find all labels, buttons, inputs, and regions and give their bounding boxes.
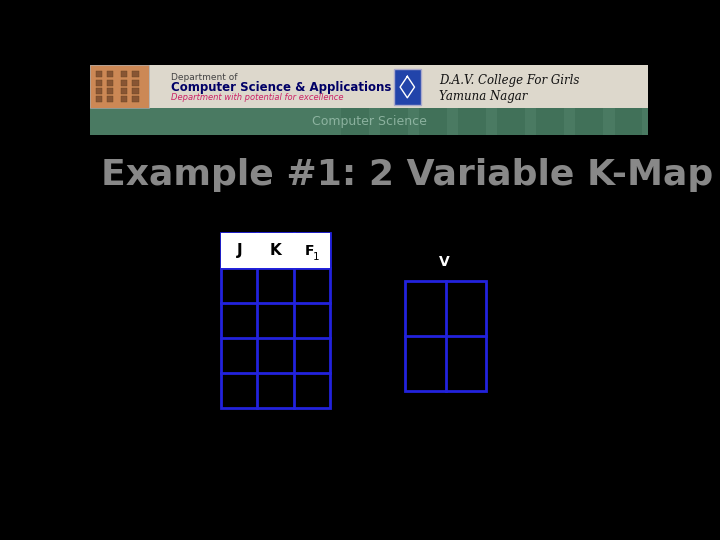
Bar (90, 65, 648, 109)
Bar (394, 69, 420, 105)
Bar (459, 109, 486, 136)
Text: 1: 1 (313, 252, 320, 262)
Bar (96, 97, 102, 102)
Bar (380, 109, 408, 136)
Bar (96, 88, 102, 94)
Bar (107, 80, 114, 85)
Bar (90, 109, 648, 136)
Bar (405, 281, 486, 391)
Bar (132, 88, 138, 94)
Bar (121, 80, 127, 85)
Bar (96, 71, 102, 77)
Text: V: V (439, 255, 450, 269)
Text: Department with potential for excellence: Department with potential for excellence (171, 93, 343, 103)
Text: D.A.V. College For Girls: D.A.V. College For Girls (438, 73, 579, 86)
Bar (132, 97, 138, 102)
Bar (132, 80, 138, 85)
Bar (419, 109, 447, 136)
Text: Computer Science: Computer Science (312, 116, 426, 129)
Text: Computer Science & Applications: Computer Science & Applications (171, 81, 391, 94)
Bar (536, 109, 564, 136)
Bar (96, 80, 102, 85)
Bar (107, 97, 114, 102)
Text: Department of: Department of (171, 72, 238, 82)
Bar (575, 109, 603, 136)
Bar (107, 88, 114, 94)
Text: F: F (305, 244, 315, 258)
Bar (121, 88, 127, 94)
Bar (121, 97, 127, 102)
Bar (90, 65, 148, 109)
Bar (121, 71, 127, 77)
Bar (90, 65, 148, 109)
Text: Yamuna Nagar: Yamuna Nagar (438, 90, 527, 103)
Text: K: K (270, 243, 282, 258)
Bar (341, 109, 369, 136)
Text: Example #1: 2 Variable K-Map: Example #1: 2 Variable K-Map (101, 158, 714, 192)
Text: J: J (236, 243, 242, 258)
Bar (132, 71, 138, 77)
Bar (107, 71, 114, 77)
Bar (615, 109, 642, 136)
Bar (221, 233, 330, 268)
Bar (498, 109, 526, 136)
Bar (221, 233, 330, 408)
